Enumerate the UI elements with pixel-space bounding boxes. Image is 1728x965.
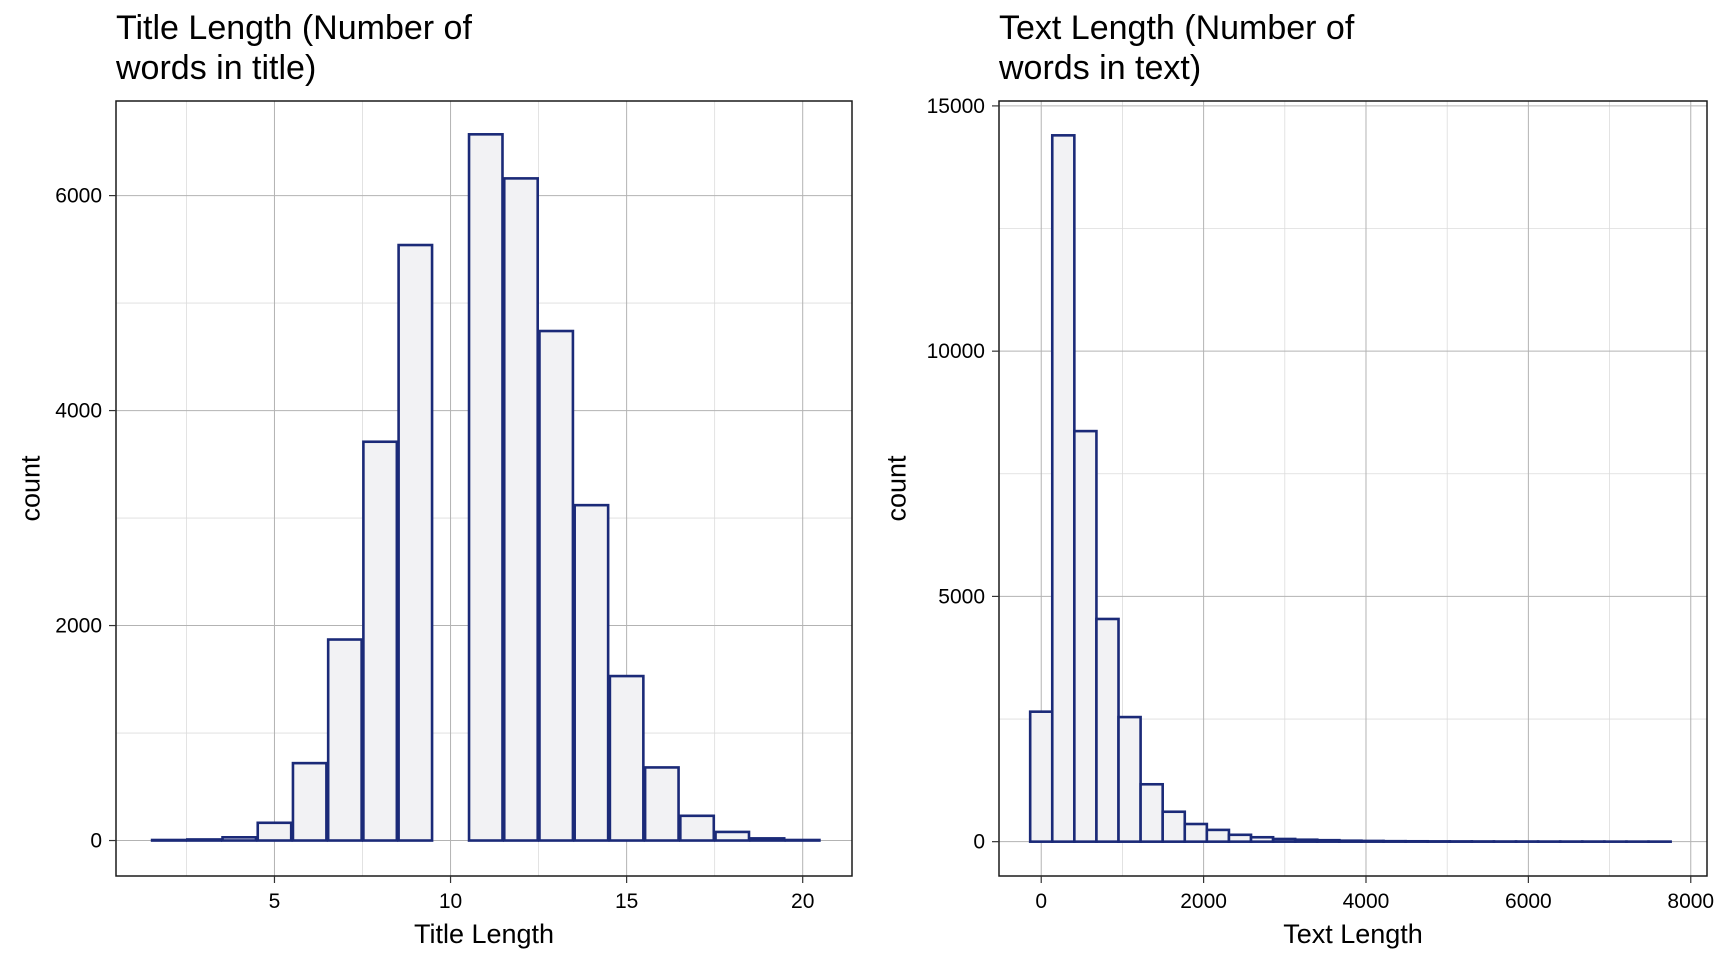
histogram-bar [1119,717,1141,842]
histogram-bar [1229,835,1251,842]
histogram-bar [504,178,537,840]
histogram-bar [1141,784,1163,841]
histogram-bar [716,832,749,841]
histogram-bar [469,134,502,840]
histogram-bar [293,763,326,840]
histogram-bar [223,837,256,840]
chart-title-line: Text Length (Number of [999,9,1355,47]
histogram-bar [152,840,185,841]
histogram-bar [1163,812,1185,842]
histogram-bar [1052,135,1074,841]
x-tick-label: 15 [615,890,638,913]
histogram-bar [1074,431,1096,842]
histogram-bar [1273,839,1295,842]
y-axis-label: count [15,455,45,522]
y-tick-label: 0 [973,831,985,854]
chart-title-line: Title Length (Number of [116,9,472,47]
title-length-panel: 5 10 15 20 0 2000 4000 6000 Title Length count Tit… [15,9,852,949]
y-tick-label: 10000 [927,340,985,363]
x-tick-label: 10 [439,890,462,913]
histogram-bar [610,676,643,840]
x-axis-label: Title Length [414,919,554,949]
x-tick-label: 20 [791,890,814,913]
histogram-bar [751,838,784,840]
y-tick-label: 2000 [55,615,102,638]
histogram-bar [1295,840,1317,842]
histogram-bar [1096,619,1118,842]
text-length-panel: 0 2000 4000 6000 8000 0 5000 10000 15000 Text Len… [881,9,1714,949]
y-tick-label: 15000 [927,95,985,118]
x-tick-label: 6000 [1505,890,1552,913]
x-tick-label: 8000 [1667,890,1714,913]
histogram-bar [1317,840,1339,841]
histogram-bar [399,245,432,840]
histogram-bar [1361,841,1383,842]
x-tick-label: 0 [1035,890,1047,913]
chart-title-line: words in title) [115,49,316,87]
histogram-bar [1185,824,1207,842]
x-axis-label: Text Length [1283,919,1423,949]
histogram-bar [1251,837,1273,841]
histogram-bar [786,840,819,841]
histogram-bar [575,505,608,840]
histogram-bar [258,823,291,841]
histogram-bar [1030,712,1052,842]
x-tick-label: 2000 [1180,890,1227,913]
histogram-bar [645,767,678,840]
histogram-bar [539,331,572,841]
chart-title-line: words in text) [998,49,1201,87]
histogram-bar [363,442,396,841]
histogram-bar [187,839,220,840]
x-tick-label: 5 [269,890,281,913]
histogram-bar [328,640,361,841]
histogram-bar [1339,841,1361,842]
y-tick-label: 0 [90,830,102,853]
y-axis-label: count [881,455,911,522]
y-tick-label: 4000 [55,400,102,423]
histogram-bar [1207,830,1229,842]
x-tick-label: 4000 [1343,890,1390,913]
y-tick-label: 6000 [55,185,102,208]
y-tick-label: 5000 [938,585,985,608]
histogram-bar [680,816,713,841]
